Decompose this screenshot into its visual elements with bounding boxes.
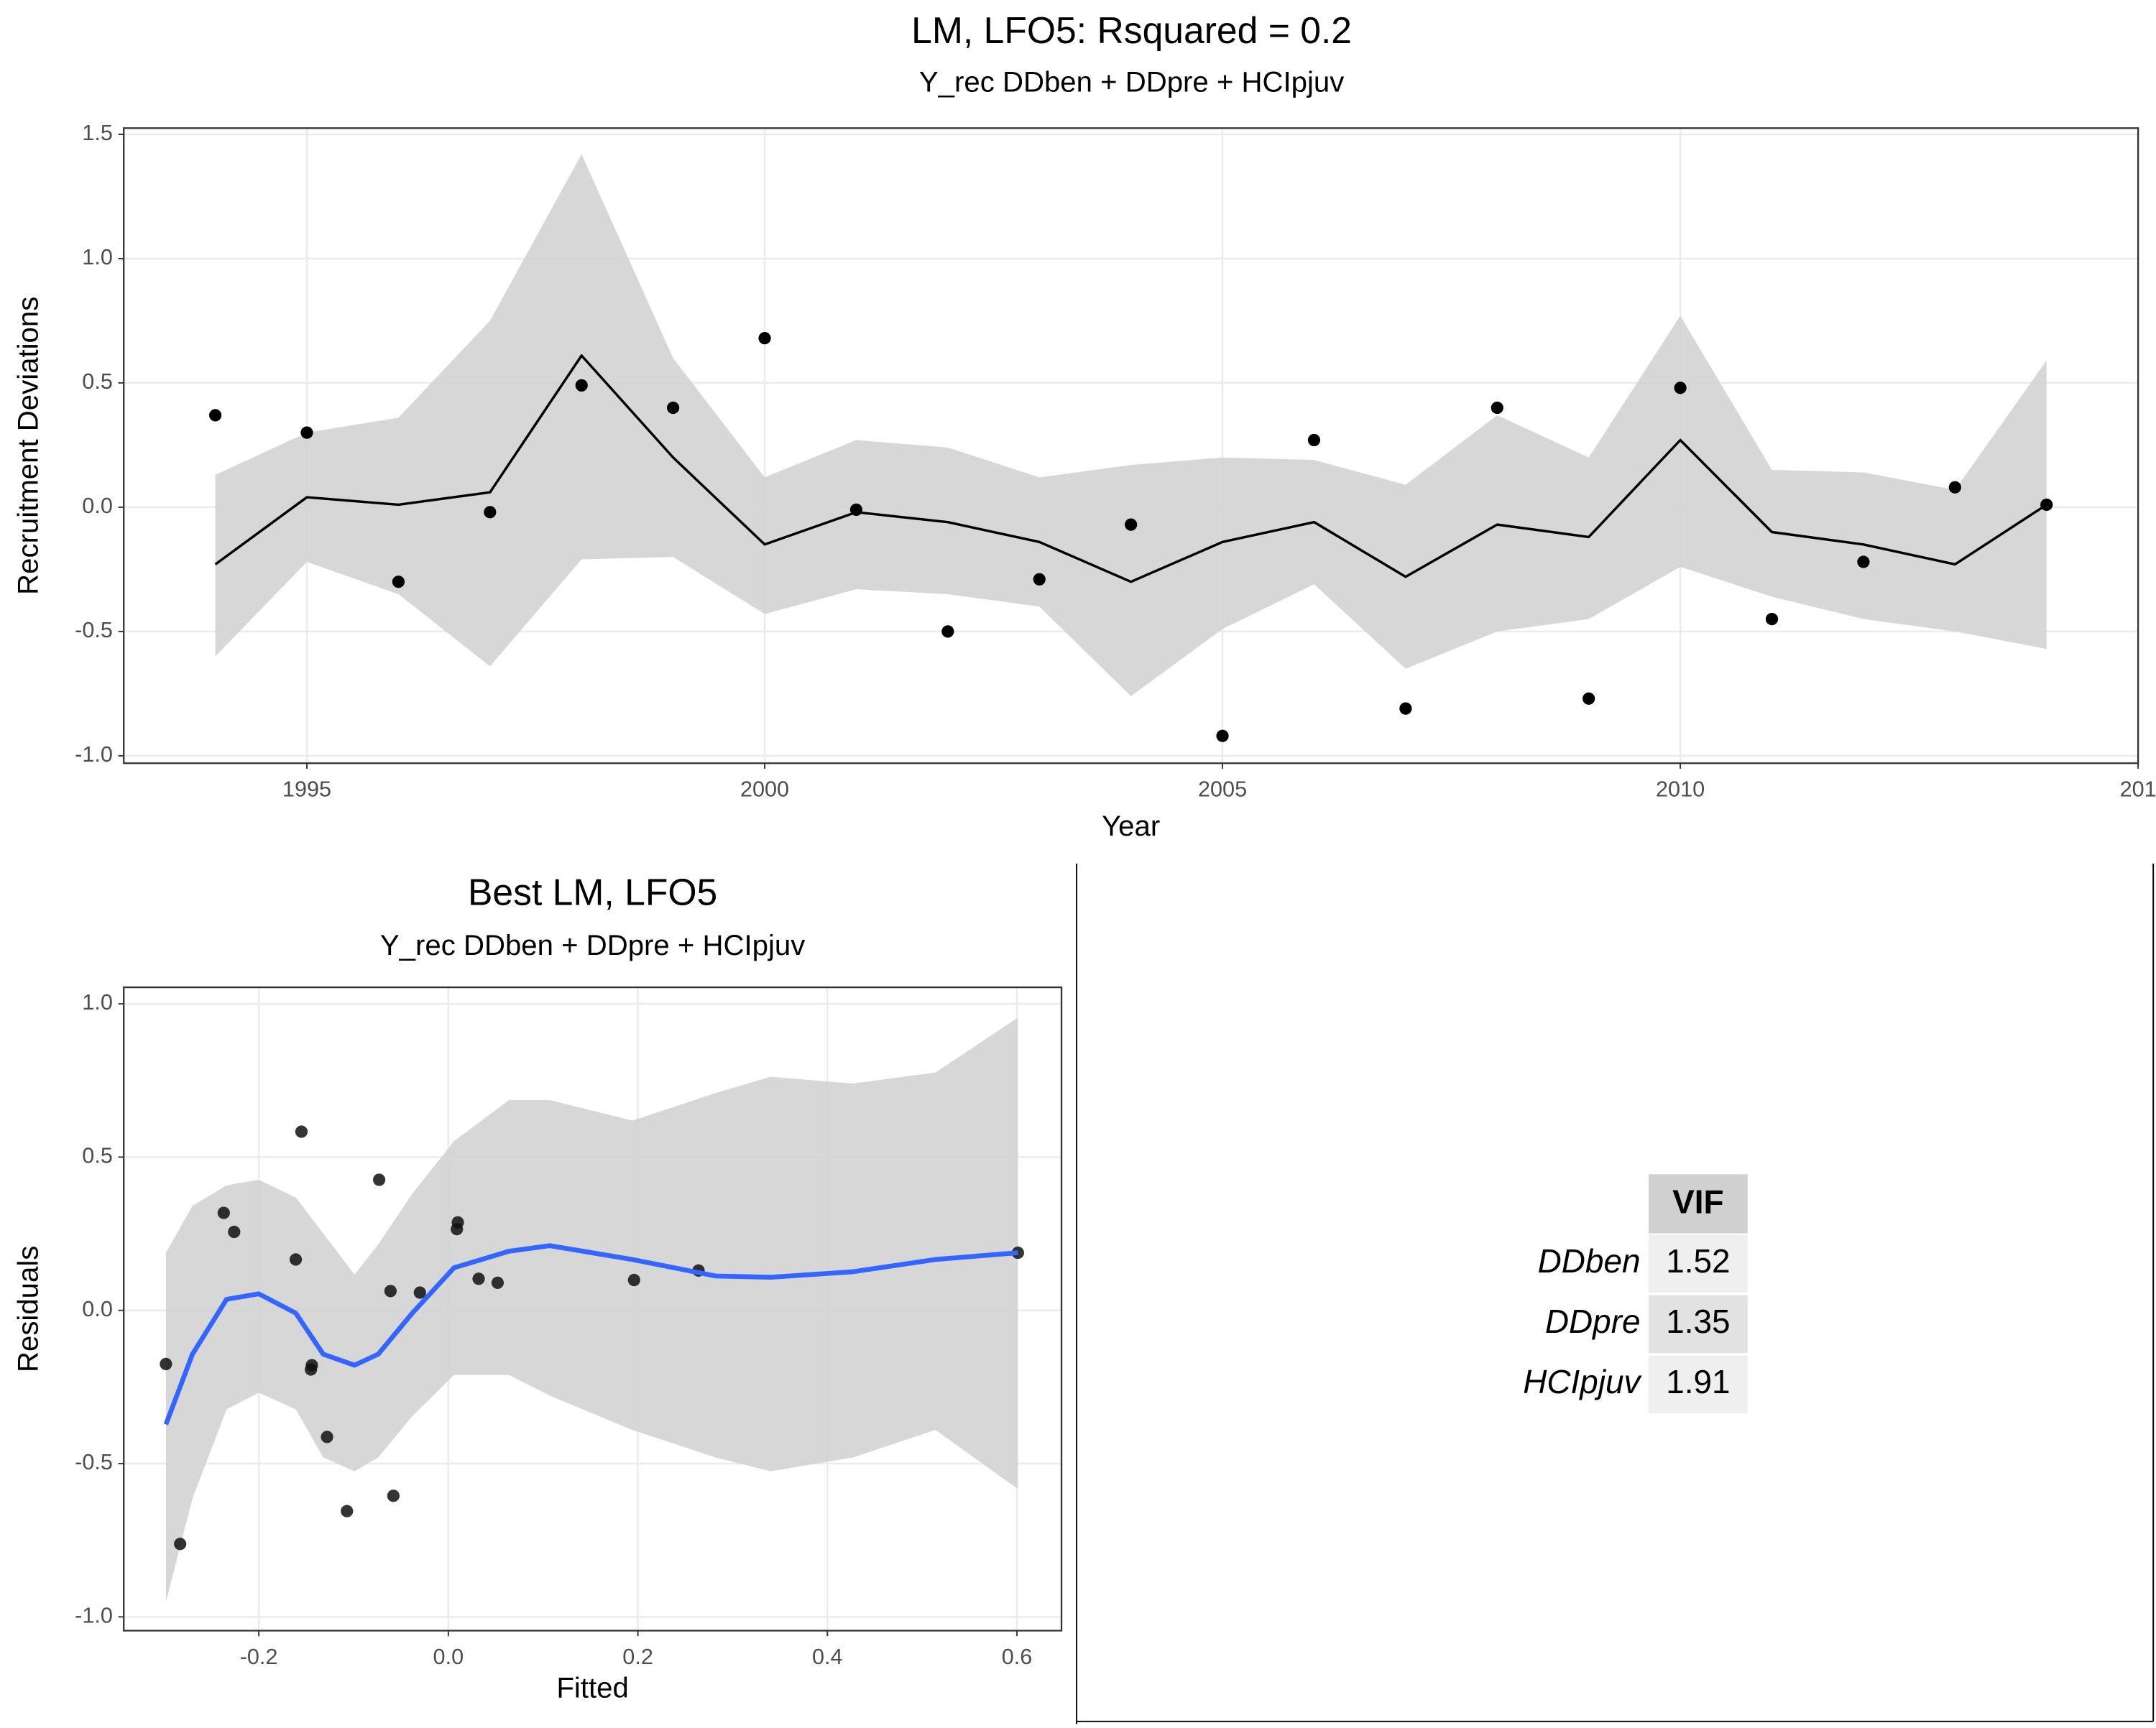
data-point bbox=[305, 1363, 318, 1376]
y-tick-label: -1.0 bbox=[75, 1603, 113, 1627]
x-tick-label: 2000 bbox=[740, 777, 789, 802]
row-value: 1.35 bbox=[1666, 1303, 1730, 1340]
y-tick-label: -0.5 bbox=[75, 1450, 113, 1474]
fit-line bbox=[163, 1243, 1018, 1426]
data-point bbox=[1399, 702, 1412, 715]
data-point bbox=[1857, 555, 1870, 568]
y-tick-label: 0.5 bbox=[82, 1144, 113, 1168]
y-axis-title: Residuals bbox=[12, 1246, 45, 1372]
data-point bbox=[228, 1225, 241, 1239]
data-point bbox=[413, 1286, 426, 1299]
x-axis-title: Fitted bbox=[556, 1671, 628, 1704]
y-tick-label: 0.5 bbox=[82, 369, 113, 394]
y-tick-label: 0.0 bbox=[82, 1297, 113, 1321]
data-point bbox=[1765, 612, 1779, 626]
panel-border bbox=[123, 127, 2139, 764]
y-tick-label: 1.0 bbox=[82, 990, 113, 1015]
data-point bbox=[627, 1273, 640, 1287]
row-value: 1.91 bbox=[1666, 1363, 1730, 1400]
data-point bbox=[1125, 518, 1138, 531]
value-cell bbox=[1649, 1355, 1748, 1414]
data-point bbox=[1033, 573, 1046, 586]
x-tick-label: 2005 bbox=[1198, 777, 1247, 802]
y-tick-label: 1.0 bbox=[82, 245, 113, 269]
y-tick-label: -0.5 bbox=[75, 618, 113, 642]
vif-table: VIF DDben 1.52 DDpre 1.35 HCIpjuv 1.91 bbox=[1523, 1174, 1748, 1414]
data-point bbox=[1307, 433, 1321, 447]
data-point bbox=[289, 1253, 303, 1266]
row-label: DDpre bbox=[1545, 1303, 1641, 1340]
row-label: HCIpjuv bbox=[1523, 1363, 1642, 1400]
data-point bbox=[2040, 498, 2053, 512]
panel-border bbox=[123, 986, 1063, 1632]
data-point bbox=[575, 379, 588, 392]
value-cell bbox=[1649, 1295, 1748, 1354]
data-point bbox=[484, 506, 497, 519]
data-point bbox=[849, 503, 863, 516]
row-label: DDben bbox=[1538, 1242, 1641, 1280]
header-cell bbox=[1649, 1174, 1748, 1234]
data-point bbox=[372, 1173, 386, 1186]
x-tick-label: 0.4 bbox=[812, 1645, 843, 1669]
data-point bbox=[472, 1272, 485, 1285]
data-point bbox=[387, 1489, 400, 1502]
data-point bbox=[941, 625, 954, 638]
fit-line bbox=[214, 354, 2047, 583]
data-point bbox=[667, 401, 680, 415]
data-point bbox=[295, 1125, 308, 1138]
data-point bbox=[208, 409, 222, 422]
data-point bbox=[392, 576, 405, 588]
x-tick-label: 2010 bbox=[1656, 777, 1705, 802]
data-point bbox=[321, 1431, 333, 1443]
data-point bbox=[1216, 729, 1229, 742]
x-tick-label: 0.6 bbox=[1002, 1645, 1033, 1669]
x-tick-label: 201 bbox=[2120, 777, 2156, 802]
data-point bbox=[1674, 382, 1687, 394]
value-cell bbox=[1649, 1234, 1748, 1293]
y-axis-title: Recruitment Deviations bbox=[12, 297, 45, 595]
y-tick-label: 0.0 bbox=[82, 494, 113, 518]
y-tick-label: -1.0 bbox=[75, 742, 113, 767]
data-point bbox=[384, 1285, 397, 1298]
chart-subtitle: Y_rec DDben + DDpre + HCIpjuv bbox=[919, 66, 1344, 98]
x-tick-label: 0.2 bbox=[622, 1645, 653, 1669]
chart-title: LM, LFO5: Rsquared = 0.2 bbox=[911, 9, 1352, 51]
data-point bbox=[341, 1505, 354, 1517]
data-point bbox=[160, 1357, 172, 1370]
confidence-band bbox=[165, 1017, 1018, 1602]
row-value: 1.52 bbox=[1666, 1242, 1730, 1280]
confidence-band bbox=[215, 154, 2047, 696]
chart-subtitle: Y_rec DDben + DDpre + HCIpjuv bbox=[380, 929, 805, 961]
data-point bbox=[451, 1223, 464, 1236]
x-tick-label: 1995 bbox=[282, 777, 331, 802]
data-point bbox=[300, 426, 313, 439]
data-point bbox=[1491, 401, 1503, 415]
y-tick-label: 1.5 bbox=[82, 121, 113, 145]
table-header: VIF bbox=[1672, 1183, 1723, 1221]
x-tick-label: -0.2 bbox=[240, 1645, 278, 1669]
chart-title: Best LM, LFO5 bbox=[468, 872, 717, 913]
data-point bbox=[1583, 692, 1595, 705]
data-point bbox=[217, 1206, 230, 1219]
data-point bbox=[491, 1276, 505, 1289]
data-point bbox=[758, 332, 771, 345]
x-axis-title: Year bbox=[1102, 810, 1160, 842]
x-tick-label: 0.0 bbox=[433, 1645, 464, 1669]
data-point bbox=[1948, 481, 1961, 494]
data-point bbox=[174, 1538, 187, 1551]
